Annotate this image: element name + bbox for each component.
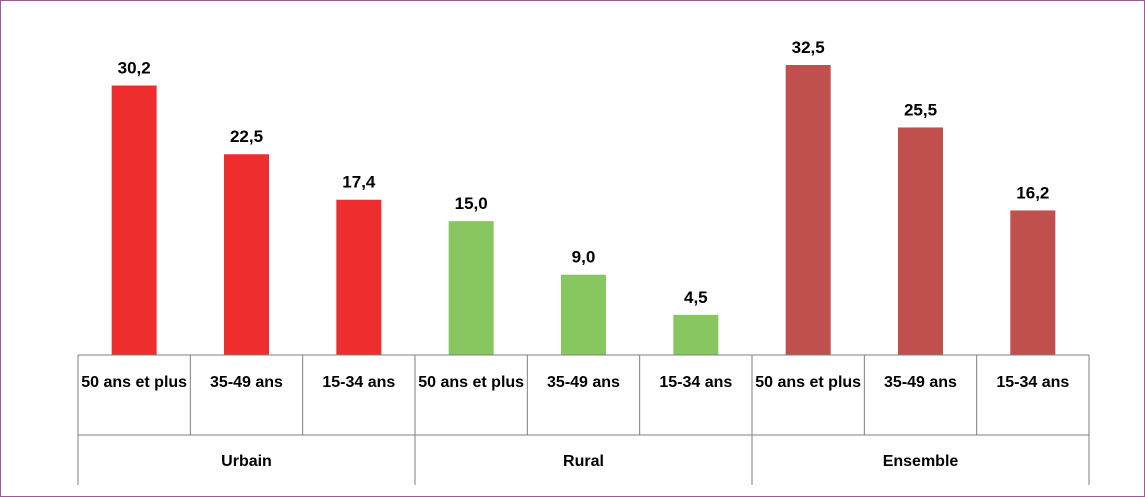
x-tick-label: 35-49 ans (210, 374, 283, 391)
category-label-box: 15-34 ans (659, 374, 733, 391)
bar (785, 65, 831, 355)
bar (336, 199, 382, 355)
x-tick-label: 15-34 ans (322, 374, 396, 391)
category-label-box: 50 ans et plus (81, 374, 188, 391)
group-label: Rural (563, 453, 604, 470)
data-label: 15,0 (455, 194, 488, 213)
x-tick-label: 50 ans et plus (81, 374, 188, 391)
data-label: 17,4 (342, 173, 376, 192)
bar (561, 274, 606, 355)
category-label-box: 15-34 ans (996, 374, 1070, 391)
category-label-box: 15-34 ans (322, 374, 396, 391)
bar (1010, 210, 1056, 355)
group-label: Urbain (221, 453, 272, 470)
data-label: 22,5 (230, 127, 263, 146)
data-label: 32,5 (792, 38, 825, 57)
category-label-box: 50 ans et plus (755, 374, 862, 391)
data-label: 16,2 (1016, 183, 1049, 202)
x-tick-label: 35-49 ans (547, 374, 620, 391)
category-label-box: 35-49 ans (547, 374, 620, 391)
data-label: 9,0 (572, 248, 596, 267)
x-tick-label: 35-49 ans (884, 374, 957, 391)
x-tick-label: 15-34 ans (659, 374, 733, 391)
bar (673, 314, 719, 355)
data-label: 25,5 (904, 100, 937, 119)
bar (224, 154, 269, 355)
data-label: 30,2 (118, 59, 151, 78)
bar (111, 85, 157, 356)
x-tick-label: 15-34 ans (996, 374, 1070, 391)
category-label-box: 35-49 ans (884, 374, 957, 391)
data-label: 4,5 (684, 288, 708, 307)
category-label-box: 50 ans et plus (418, 374, 525, 391)
group-label: Ensemble (883, 453, 959, 470)
bar (898, 127, 943, 355)
x-tick-label: 50 ans et plus (418, 374, 525, 391)
bar (448, 221, 494, 355)
category-label-box: 35-49 ans (210, 374, 283, 391)
x-tick-label: 50 ans et plus (755, 374, 862, 391)
